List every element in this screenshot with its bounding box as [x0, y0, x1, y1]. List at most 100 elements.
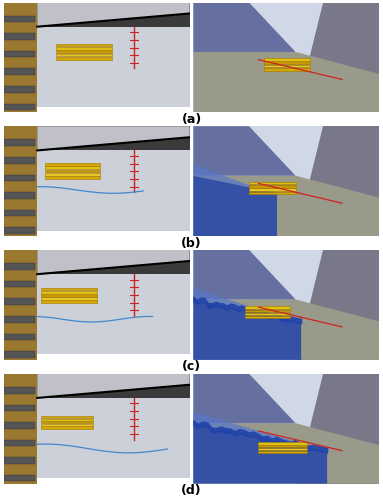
Bar — [4, 68, 35, 75]
Bar — [45, 170, 100, 172]
Bar — [4, 16, 35, 22]
Polygon shape — [193, 126, 296, 176]
Polygon shape — [193, 423, 327, 484]
Bar — [41, 426, 93, 428]
Bar — [56, 44, 111, 46]
Polygon shape — [296, 250, 379, 360]
Bar — [4, 316, 35, 322]
Bar — [45, 163, 100, 166]
Bar — [41, 418, 93, 421]
Bar — [259, 448, 307, 450]
Bar — [37, 274, 190, 354]
Bar — [264, 64, 310, 68]
Bar — [4, 440, 35, 446]
Polygon shape — [193, 300, 379, 360]
Bar — [45, 173, 100, 176]
Bar — [4, 148, 190, 230]
Bar — [264, 58, 310, 60]
Bar — [41, 291, 97, 294]
Polygon shape — [193, 164, 277, 193]
Polygon shape — [37, 374, 190, 398]
Bar — [264, 68, 310, 70]
Bar — [37, 398, 190, 478]
Bar — [4, 250, 190, 274]
Text: (b): (b) — [181, 236, 202, 250]
Bar — [4, 174, 35, 181]
Text: (d): (d) — [181, 484, 202, 497]
Bar — [4, 374, 190, 398]
Bar — [41, 424, 93, 426]
Bar — [4, 475, 35, 482]
Polygon shape — [37, 2, 190, 26]
Bar — [246, 310, 290, 312]
Polygon shape — [37, 250, 190, 274]
Polygon shape — [193, 176, 379, 236]
Bar — [259, 445, 307, 448]
Polygon shape — [193, 250, 296, 300]
Bar — [41, 416, 93, 418]
Bar — [4, 250, 37, 360]
Bar — [56, 50, 111, 53]
Polygon shape — [193, 412, 327, 451]
Bar — [41, 300, 97, 302]
Bar — [4, 374, 37, 484]
Bar — [259, 450, 307, 453]
Bar — [264, 61, 310, 64]
Text: (c): (c) — [182, 360, 201, 374]
Bar — [56, 54, 111, 56]
Bar — [246, 306, 290, 309]
Bar — [4, 396, 190, 478]
Bar — [37, 26, 190, 107]
Bar — [4, 228, 35, 234]
Bar — [37, 150, 190, 230]
Bar — [4, 334, 35, 340]
Bar — [4, 104, 35, 110]
Bar — [4, 387, 35, 394]
Bar — [246, 316, 290, 318]
Bar — [249, 188, 296, 191]
Bar — [41, 294, 97, 296]
Bar — [41, 421, 93, 424]
Bar — [41, 288, 97, 290]
Bar — [4, 263, 35, 270]
Bar — [249, 192, 296, 194]
Bar — [4, 192, 35, 199]
Bar — [4, 458, 35, 464]
Polygon shape — [296, 2, 379, 112]
Bar — [4, 157, 35, 164]
Bar — [259, 442, 307, 444]
Bar — [4, 126, 37, 236]
Polygon shape — [37, 126, 190, 150]
Bar — [41, 297, 97, 300]
Bar — [4, 298, 35, 305]
Bar — [4, 422, 35, 428]
Polygon shape — [296, 374, 379, 484]
Bar — [4, 404, 35, 411]
Bar — [56, 47, 111, 50]
Bar — [249, 185, 296, 188]
Bar — [4, 2, 37, 112]
Polygon shape — [193, 374, 296, 423]
Bar — [4, 126, 190, 150]
Bar — [4, 2, 190, 26]
Bar — [45, 166, 100, 169]
Bar — [4, 86, 35, 92]
Polygon shape — [296, 126, 379, 236]
Polygon shape — [193, 176, 277, 236]
Bar — [246, 312, 290, 315]
Polygon shape — [193, 300, 301, 360]
Polygon shape — [193, 2, 296, 52]
Bar — [45, 176, 100, 179]
Bar — [4, 351, 35, 358]
Bar — [4, 34, 35, 40]
Bar — [4, 140, 35, 146]
Bar — [249, 182, 296, 184]
Bar — [4, 281, 35, 287]
Bar — [4, 24, 190, 107]
Polygon shape — [193, 52, 379, 112]
Polygon shape — [193, 288, 301, 322]
Bar — [4, 210, 35, 216]
Bar — [56, 57, 111, 59]
Polygon shape — [193, 423, 379, 484]
Text: (a): (a) — [182, 113, 201, 126]
